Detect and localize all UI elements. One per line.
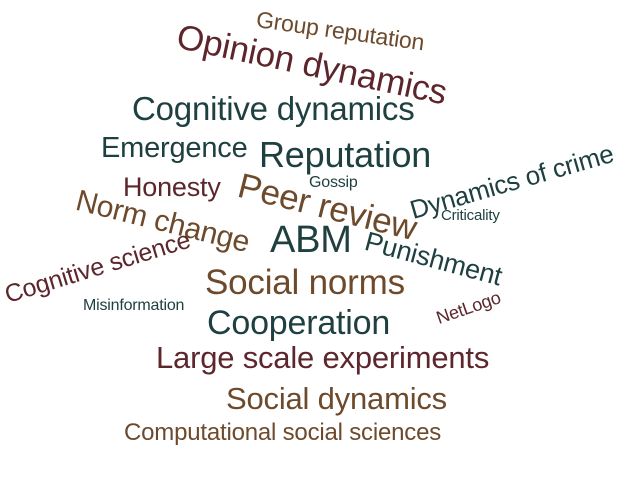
word-netlogo: NetLogo: [433, 287, 504, 328]
word-honesty: Honesty: [123, 172, 221, 202]
word-cognitive-science: Cognitive science: [1, 225, 194, 309]
word-social-dynamics: Social dynamics: [226, 381, 447, 416]
word-gossip: Gossip: [309, 174, 358, 191]
word-dynamics-of-crime: Dynamics of crime: [406, 138, 617, 225]
word-computational-social-sciences: Computational social sciences: [124, 419, 442, 446]
word-reputation: Reputation: [259, 134, 432, 175]
word-cooperation: Cooperation: [207, 304, 391, 342]
word-criticality: Criticality: [441, 207, 500, 224]
word-emergence: Emergence: [101, 132, 248, 164]
word-large-scale-experiments: Large scale experiments: [156, 340, 490, 375]
word-cognitive-dynamics: Cognitive dynamics: [132, 90, 415, 127]
word-misinformation: Misinformation: [83, 297, 185, 314]
word-abm: ABM: [270, 219, 352, 261]
word-social-norms: Social norms: [205, 263, 405, 302]
